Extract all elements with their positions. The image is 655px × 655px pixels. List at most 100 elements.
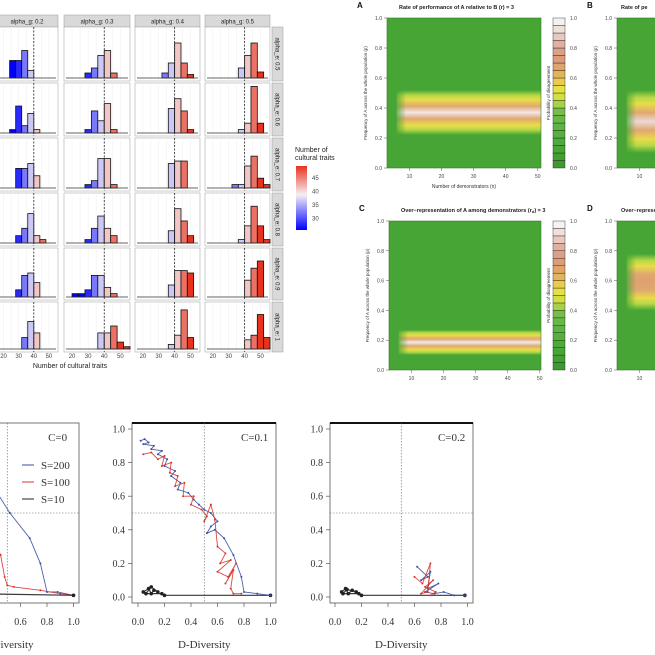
colorbar-swatch [552, 295, 566, 304]
trajectory-line-S=200 [0, 496, 74, 596]
histogram-bar [39, 239, 47, 244]
trajectory-point [216, 520, 219, 523]
y-axis-title: Frequency of A across the whole populati… [593, 248, 598, 342]
trajectory-line-S=100 [0, 552, 74, 596]
x-tick-label: 30 [471, 174, 477, 180]
colorbar-swatch [552, 302, 566, 311]
strip-background [271, 137, 284, 192]
trajectory-point [150, 451, 153, 454]
disagreement-band [396, 90, 541, 135]
colorbar-swatch [552, 362, 566, 371]
trajectory-point [141, 590, 146, 594]
y-axis-title: Frequency of A across the whole populati… [363, 46, 368, 140]
trajectory-point [166, 458, 169, 461]
x-tick-label: 0.4 [382, 617, 395, 628]
trajectory-point [156, 453, 159, 456]
trajectory-point [424, 585, 427, 588]
histogram-bar [27, 272, 35, 298]
plot-border [388, 220, 542, 371]
histogram-bar [250, 267, 258, 298]
facet-panel [0, 247, 59, 301]
histogram-bar [180, 160, 188, 189]
colorbar-swatch [552, 272, 566, 281]
trajectory-point [359, 593, 364, 598]
trajectory-point [152, 588, 156, 593]
trajectory-point [160, 449, 163, 452]
histogram-bar [256, 225, 265, 244]
histogram-bar [110, 293, 118, 298]
histogram-bar [21, 227, 29, 244]
x-tick-label: 20 [441, 376, 447, 382]
histogram-bar [103, 50, 112, 79]
trajectory-point [269, 594, 272, 597]
strip-label: alpha_e: 0.9 [274, 257, 280, 291]
y-tick-label: 1.0 [113, 425, 126, 436]
y-tick-label: 0.2 [605, 136, 612, 142]
histogram-bar [174, 208, 182, 244]
histogram-bar [21, 125, 29, 134]
y-tick-label: 0.2 [311, 559, 324, 570]
histogram-bar [174, 334, 182, 350]
histogram-bar [97, 332, 105, 350]
histogram-bar [103, 332, 112, 350]
x-tick-label: 20 [210, 354, 217, 360]
trajectory-point [142, 453, 145, 456]
histogram-bar [250, 86, 258, 134]
colorbar-tick-label: 0.4 [570, 106, 577, 112]
strip-background [271, 26, 284, 82]
y-tick-label: 0.4 [113, 525, 126, 536]
histogram-bar [180, 110, 188, 134]
panel-title: Rate of performance of A relative to B (… [399, 5, 514, 11]
histogram-bar [15, 105, 23, 134]
histogram-bar [186, 74, 195, 79]
facet-panel [63, 247, 131, 301]
trajectory-point [149, 591, 154, 596]
trajectory-point [190, 503, 192, 506]
x-axis-title: Number of demonstrators (n) [432, 184, 497, 190]
x-tick-label: 40 [241, 354, 248, 360]
x-tick-label: 50 [537, 376, 543, 382]
histogram-bar [244, 279, 252, 298]
trajectory-point [192, 495, 195, 498]
x-tick-label: 50 [257, 354, 264, 360]
colorbar-swatch [552, 243, 566, 252]
panel-background [134, 82, 201, 137]
facet-panel [134, 26, 201, 82]
trajectory-point [160, 591, 164, 596]
trajectory-point [346, 591, 351, 596]
disagreement-band [398, 329, 541, 356]
panel-label: C=0 [48, 432, 68, 444]
legend-colorbar [296, 166, 307, 230]
strip-label: alpha_g: 0.3 [80, 20, 114, 26]
trajectory-point [170, 475, 173, 478]
trajectory-point [453, 594, 456, 597]
histogram-bar [84, 184, 92, 189]
histogram-bar [84, 289, 92, 298]
trajectory-point [420, 579, 423, 582]
trajectory-point [437, 582, 440, 585]
histogram-bar [27, 320, 35, 350]
title-text: ) = 3 [534, 208, 545, 214]
strip-label: alpha_e: 0.8 [274, 203, 280, 237]
y-tick-label: 0.0 [605, 166, 612, 172]
colorbar-tick-label: 0.6 [570, 76, 577, 82]
trajectory-point [240, 592, 243, 595]
x-tick-label: 40 [505, 376, 511, 382]
trajectory-point [429, 594, 432, 597]
facet-panel [134, 82, 201, 137]
histogram-bar [33, 282, 41, 298]
strip-background [271, 301, 284, 353]
histogram-bar [186, 235, 195, 244]
colorbar-swatch [552, 70, 566, 79]
strip-label: alpha_g: 0.4 [151, 20, 185, 26]
histogram-bar [33, 332, 41, 350]
panel-letter: C [359, 204, 365, 213]
histogram-bar [71, 293, 79, 298]
trajectory-point [39, 589, 42, 592]
trajectory-point [6, 584, 9, 587]
y-tick-label: 1.0 [377, 219, 384, 225]
colorbar-swatch [552, 310, 566, 319]
histogram-bar [186, 337, 195, 350]
y-tick-label: 0.4 [605, 106, 612, 112]
legend-label: S=10 [41, 494, 65, 506]
